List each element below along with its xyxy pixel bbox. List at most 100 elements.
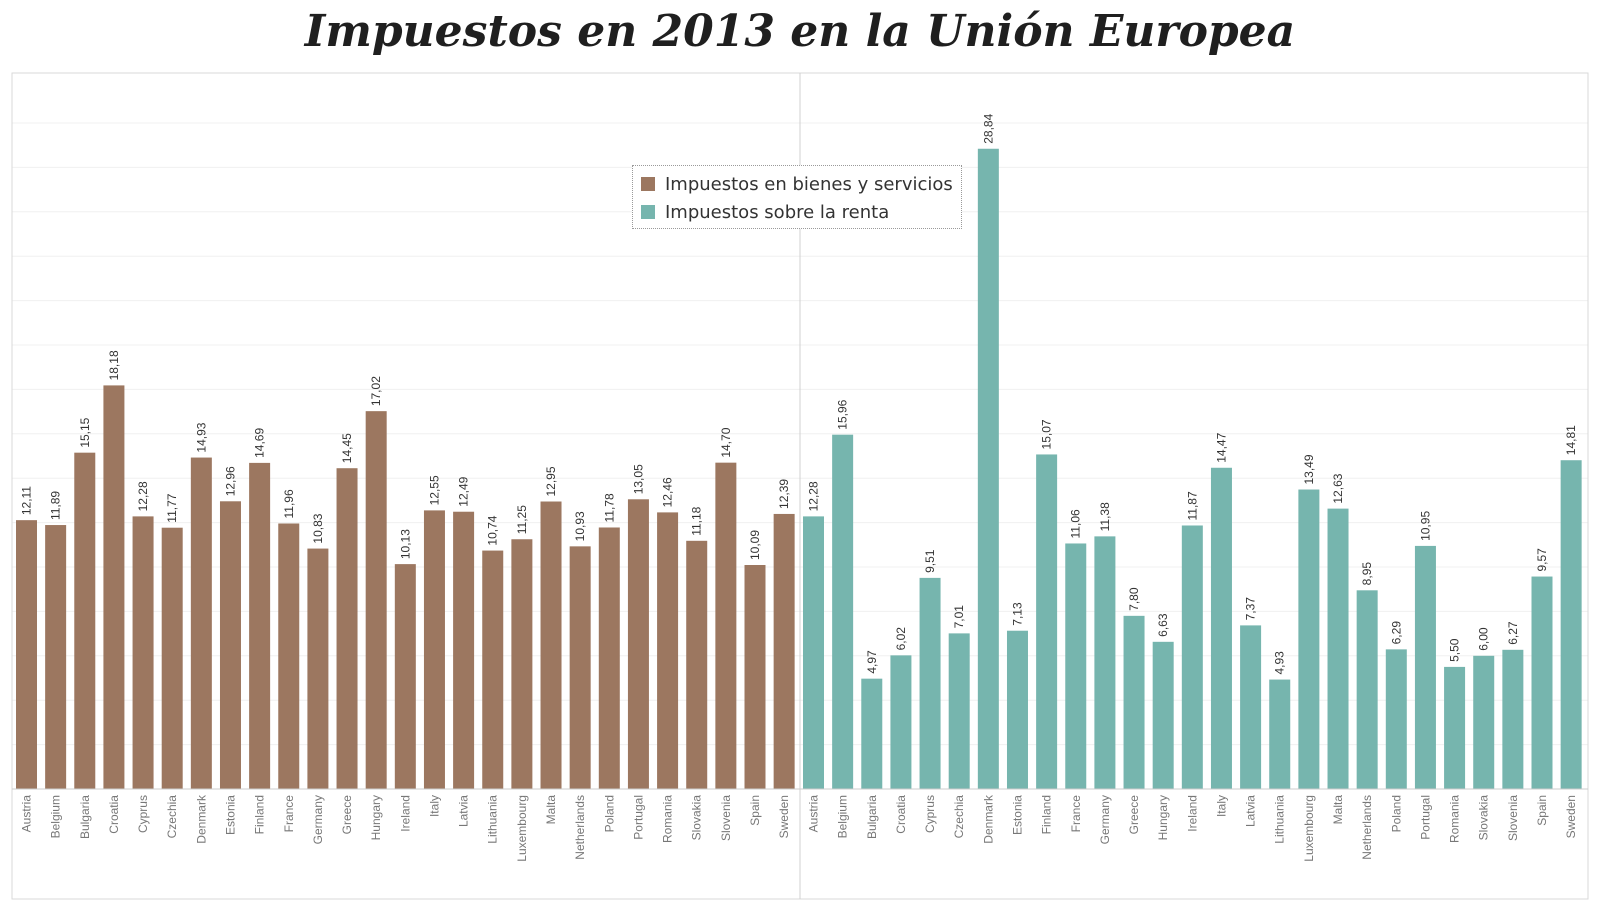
bar-goods-services-bulgaria xyxy=(74,452,96,789)
legend-swatch-income xyxy=(641,205,655,219)
bar-value-label: 9,57 xyxy=(1535,548,1549,572)
x-tick-label: Ireland xyxy=(398,795,412,832)
bar-value-label: 13,05 xyxy=(631,464,645,494)
x-tick-label: Luxembourg xyxy=(515,795,529,862)
x-tick-label: Czechia xyxy=(952,795,966,839)
bar-income-sweden xyxy=(1560,460,1582,789)
bar-income-latvia xyxy=(1240,625,1262,789)
x-tick-label: Greece xyxy=(1127,795,1141,835)
x-tick-label: Italy xyxy=(1214,795,1228,817)
bar-goods-services-romania xyxy=(657,512,679,789)
bar-goods-services-denmark xyxy=(190,457,212,789)
bar-goods-services-slovenia xyxy=(715,462,737,789)
bar-goods-services-belgium xyxy=(45,525,67,789)
x-tick-label: Croatia xyxy=(894,795,908,834)
bar-income-lithuania xyxy=(1269,679,1291,789)
bar-income-belgium xyxy=(832,434,854,789)
x-tick-label: Finland xyxy=(1040,795,1054,834)
x-tick-label: Cyprus xyxy=(923,795,937,833)
bar-value-label: 11,87 xyxy=(1185,491,1199,520)
bar-value-label: 6,63 xyxy=(1156,613,1170,637)
bar-value-label: 7,01 xyxy=(952,605,966,629)
bar-value-label: 12,63 xyxy=(1331,473,1345,503)
x-tick-label: Spain xyxy=(748,795,762,826)
x-tick-label: Finland xyxy=(253,795,267,834)
bar-value-label: 12,11 xyxy=(20,486,34,515)
x-tick-label: France xyxy=(282,795,296,833)
x-tick-label: Slovenia xyxy=(719,795,733,841)
bar-value-label: 7,37 xyxy=(1244,597,1258,621)
x-tick-label: Latvia xyxy=(1244,795,1258,827)
bar-value-label: 13,49 xyxy=(1302,454,1316,484)
bar-value-label: 10,13 xyxy=(398,529,412,559)
x-tick-label: Latvia xyxy=(457,795,471,827)
bar-goods-services-croatia xyxy=(103,385,125,789)
bar-goods-services-netherlands xyxy=(569,546,591,789)
bars xyxy=(16,148,1582,789)
bar-value-label: 9,51 xyxy=(923,549,937,573)
bar-income-netherlands xyxy=(1356,590,1378,789)
bar-goods-services-finland xyxy=(249,462,271,789)
bar-value-label: 14,81 xyxy=(1564,425,1578,455)
x-tick-label: Belgium xyxy=(49,795,63,838)
x-tick-label: Slovakia xyxy=(1477,795,1491,841)
bar-value-label: 10,74 xyxy=(486,515,500,545)
x-tick-label: Romania xyxy=(1448,795,1462,843)
x-tick-label: Bulgaria xyxy=(865,795,879,839)
legend-item-income: Impuestos sobre la renta xyxy=(641,198,953,226)
x-tick-label: France xyxy=(1069,795,1083,833)
bar-income-portugal xyxy=(1414,545,1436,789)
x-tick-label: Cyprus xyxy=(136,795,150,833)
bar-goods-services-france xyxy=(278,523,300,789)
bar-value-label: 11,18 xyxy=(690,506,704,535)
bar-value-label: 11,25 xyxy=(515,505,529,534)
bar-income-cyprus xyxy=(919,577,941,789)
legend-item-goods-services: Impuestos en bienes y servicios xyxy=(641,170,953,198)
x-tick-label: Romania xyxy=(661,795,675,843)
bar-income-romania xyxy=(1444,666,1466,789)
bar-value-label: 11,78 xyxy=(602,493,616,522)
bar-income-spain xyxy=(1531,576,1553,789)
bar-income-bulgaria xyxy=(861,678,883,789)
bar-value-label: 15,07 xyxy=(1040,419,1054,449)
bar-income-czechia xyxy=(948,633,970,789)
x-tick-label: Netherlands xyxy=(1360,795,1374,860)
bar-goods-services-estonia xyxy=(219,501,241,789)
x-tick-label: Malta xyxy=(544,795,558,825)
bar-value-label: 11,89 xyxy=(49,491,63,520)
bar-income-finland xyxy=(1036,454,1058,789)
bar-value-label: 12,95 xyxy=(544,466,558,496)
bar-income-luxembourg xyxy=(1298,489,1320,789)
x-tick-label: Estonia xyxy=(1010,795,1024,835)
bar-value-label: 12,96 xyxy=(223,466,237,496)
bar-goods-services-italy xyxy=(423,510,445,789)
bar-value-label: 6,00 xyxy=(1477,627,1491,651)
bar-value-label: 10,83 xyxy=(311,513,325,543)
bar-income-denmark xyxy=(977,148,999,789)
x-tick-label: Hungary xyxy=(1156,795,1170,840)
bar-value-label: 11,38 xyxy=(1098,502,1112,531)
x-tick-label: Luxembourg xyxy=(1302,795,1316,862)
bar-value-label: 14,45 xyxy=(340,433,354,463)
x-tick-label: Ireland xyxy=(1185,795,1199,832)
x-tick-label: Sweden xyxy=(1564,795,1578,838)
bar-value-label: 15,96 xyxy=(836,399,850,429)
bar-goods-services-hungary xyxy=(365,411,387,789)
bar-income-ireland xyxy=(1181,525,1203,789)
x-tick-label: Poland xyxy=(602,795,616,832)
bar-goods-services-cyprus xyxy=(132,516,154,789)
x-tick-label: Denmark xyxy=(194,794,208,844)
bar-goods-services-latvia xyxy=(453,511,475,789)
x-tick-label: Lithuania xyxy=(1273,795,1287,844)
bar-value-label: 12,55 xyxy=(427,475,441,505)
bar-goods-services-luxembourg xyxy=(511,539,533,789)
bar-income-slovakia xyxy=(1473,655,1495,789)
bar-value-label: 6,02 xyxy=(894,627,908,651)
bar-goods-services-slovakia xyxy=(686,540,708,789)
x-tick-label: Czechia xyxy=(165,795,179,839)
x-tick-label: Malta xyxy=(1331,795,1345,825)
bar-value-label: 10,93 xyxy=(573,511,587,541)
bar-value-label: 7,80 xyxy=(1127,587,1141,611)
bar-value-label: 14,70 xyxy=(719,427,733,457)
